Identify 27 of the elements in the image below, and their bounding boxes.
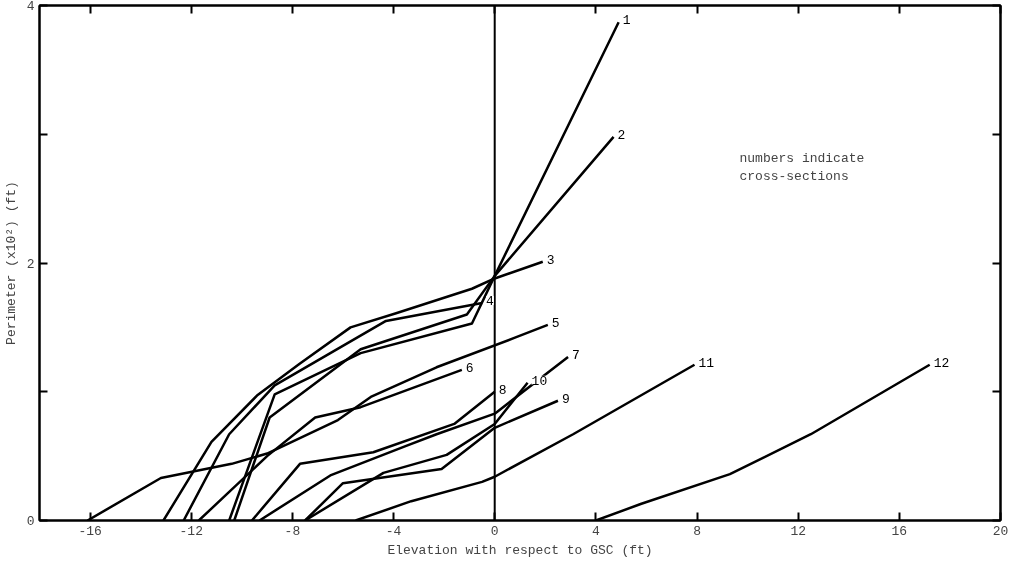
x-tick-label: 12 [790, 523, 806, 539]
x-tick-label: 0 [490, 523, 499, 539]
x-axis-title: Elevation with respect to GSC (ft) [387, 542, 653, 558]
series-label: 1 [622, 13, 631, 29]
y-axis-title: Perimeter (x10²) (ft) [3, 181, 19, 345]
x-tick-label: -12 [179, 523, 203, 539]
x-tick-label: 4 [591, 523, 600, 539]
x-tick-label: -16 [78, 523, 102, 539]
x-tick-label: 8 [693, 523, 701, 539]
x-tick-label: -4 [385, 523, 402, 539]
series-label: 3 [546, 252, 555, 268]
series-label: 11 [698, 355, 715, 371]
y-tick-label: 2 [26, 256, 35, 272]
series-label: 4 [486, 293, 495, 309]
x-tick-label: -8 [284, 523, 301, 539]
series-label: 5 [551, 315, 560, 331]
x-tick-label: 20 [992, 523, 1009, 539]
series-label: 8 [498, 382, 507, 398]
series-label: 10 [531, 373, 548, 389]
y-tick-label: 4 [26, 0, 35, 14]
series-label: 6 [465, 360, 474, 376]
annotation: numbers indicate cross-sections [739, 150, 865, 184]
series-label: 7 [572, 347, 580, 363]
series-label: 9 [561, 391, 570, 407]
series-label: 12 [933, 355, 950, 371]
x-tick-label: 16 [891, 523, 908, 539]
series-label: 2 [617, 127, 626, 143]
